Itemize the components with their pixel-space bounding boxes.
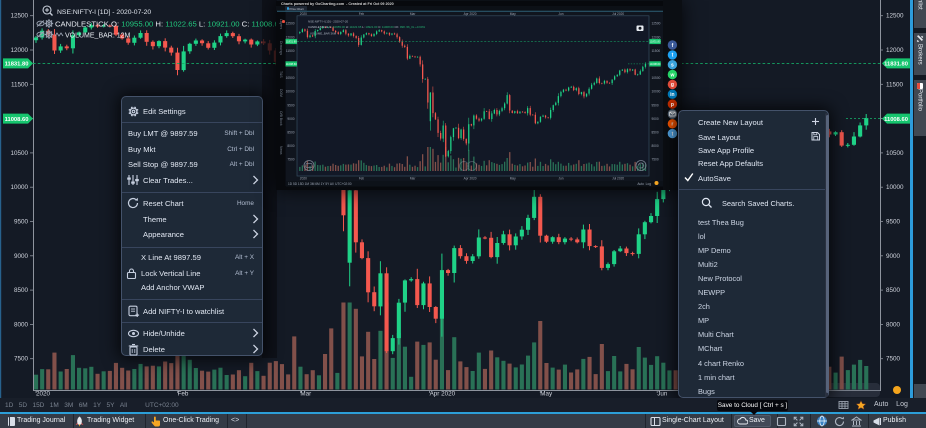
svg-text:10500: 10500 — [652, 76, 661, 80]
svg-text:Jun: Jun — [657, 391, 668, 398]
svg-text:Feb: Feb — [359, 177, 365, 181]
svg-text:10500: 10500 — [10, 150, 28, 157]
svg-text:11008.60: 11008.60 — [5, 117, 29, 123]
svg-text:May: May — [510, 12, 516, 16]
svg-text:Jun: Jun — [558, 12, 563, 16]
svg-text:Jul 2020: Jul 2020 — [612, 12, 624, 16]
svg-text:10000: 10000 — [652, 90, 661, 94]
svg-text:s: s — [671, 63, 674, 69]
svg-text:9500: 9500 — [287, 103, 294, 107]
svg-text:12000: 12000 — [10, 47, 28, 54]
svg-text:Apr 2020: Apr 2020 — [464, 177, 477, 181]
svg-text:9500: 9500 — [14, 219, 29, 226]
svg-text:May: May — [510, 177, 516, 181]
svg-text:11500: 11500 — [886, 81, 904, 88]
svg-text:8500: 8500 — [287, 131, 294, 135]
svg-text:12500: 12500 — [652, 22, 661, 26]
svg-text:f: f — [672, 43, 674, 49]
svg-text:11008.60: 11008.60 — [650, 62, 662, 66]
svg-text:9000: 9000 — [652, 117, 659, 121]
svg-text:in: in — [670, 92, 674, 98]
svg-text:10000: 10000 — [10, 184, 28, 191]
svg-text:NSE:NIFTY-I [1D] - 2020-07-20: NSE:NIFTY-I [1D] - 2020-07-20 — [57, 9, 151, 16]
svg-text:2020: 2020 — [36, 391, 51, 398]
svg-text:11008.60: 11008.60 — [884, 117, 908, 123]
svg-text:7500: 7500 — [14, 356, 29, 363]
svg-text:12500: 12500 — [10, 13, 28, 20]
svg-text:11831.80: 11831.80 — [5, 62, 29, 68]
svg-text:11500: 11500 — [11, 81, 29, 88]
svg-text:12000: 12000 — [286, 35, 295, 39]
svg-text:Auto Log: Auto Log — [637, 182, 651, 186]
svg-text:11008.60: 11008.60 — [286, 62, 298, 66]
svg-text:12500: 12500 — [286, 22, 295, 26]
svg-text:Apr 2020: Apr 2020 — [430, 391, 456, 398]
svg-text:7500: 7500 — [652, 158, 659, 162]
svg-text:Jun: Jun — [558, 177, 563, 181]
svg-text:Mar: Mar — [410, 12, 416, 16]
svg-text:CANDLESTICK,O: 10955.00 H: 110: CANDLESTICK,O: 10955.00 H: 11022.65 L: 1… — [308, 25, 425, 29]
svg-text:t: t — [672, 53, 674, 59]
svg-text:11500: 11500 — [286, 49, 295, 53]
svg-text:10000: 10000 — [886, 184, 904, 191]
svg-text:9500: 9500 — [652, 103, 659, 107]
svg-text:8000: 8000 — [14, 321, 29, 328]
svg-text:9000: 9000 — [886, 253, 901, 260]
svg-text:CANDLESTICK,O: 10955.00 H: 110: CANDLESTICK,O: 10955.00 H: 11022.65 L: 1… — [55, 20, 283, 29]
svg-text:VOLUME_BAR 36M: VOLUME_BAR 36M — [310, 32, 337, 36]
svg-text:8000: 8000 — [886, 321, 901, 328]
svg-text:7500: 7500 — [287, 158, 294, 162]
svg-text:11831.80: 11831.80 — [650, 40, 662, 44]
svg-text:12500: 12500 — [886, 13, 904, 20]
svg-text:11831.80: 11831.80 — [286, 40, 298, 44]
svg-text:9500: 9500 — [886, 219, 901, 226]
svg-text:9000: 9000 — [287, 117, 294, 121]
svg-text:9000: 9000 — [14, 253, 29, 260]
svg-text:10500: 10500 — [286, 76, 295, 80]
svg-text:Apr 2020: Apr 2020 — [464, 12, 477, 16]
svg-text:11831.80: 11831.80 — [884, 62, 908, 68]
svg-text:Feb: Feb — [359, 12, 365, 16]
svg-text:2020: 2020 — [300, 177, 307, 181]
svg-text:Jul 2020: Jul 2020 — [612, 177, 624, 181]
svg-text:Mar: Mar — [300, 391, 311, 398]
svg-text:11500: 11500 — [652, 49, 661, 53]
svg-text:8000: 8000 — [652, 144, 659, 148]
svg-text:NSE:NIFTY-I [1D] - 2020-07-20: NSE:NIFTY-I [1D] - 2020-07-20 — [308, 19, 348, 23]
svg-text:1D 5D 15D 1M 3M 6M 1Y 5Y All: 1D 5D 15D 1M 3M 6M 1Y 5Y All UTC+02:00 — [288, 182, 352, 186]
svg-text:p: p — [671, 102, 674, 108]
svg-text:Mar: Mar — [410, 177, 416, 181]
svg-text:8500: 8500 — [886, 287, 901, 294]
svg-text:8500: 8500 — [652, 131, 659, 135]
svg-text:Feb: Feb — [178, 391, 189, 398]
svg-text:12000: 12000 — [652, 35, 661, 39]
svg-text:10000: 10000 — [286, 90, 295, 94]
svg-text:2020: 2020 — [300, 12, 307, 16]
svg-text:12000: 12000 — [886, 47, 904, 54]
svg-text:May: May — [540, 391, 553, 398]
svg-text:7500: 7500 — [886, 356, 901, 363]
svg-text:w: w — [669, 72, 674, 78]
svg-text:r: r — [671, 122, 673, 128]
svg-text:10500: 10500 — [886, 150, 904, 157]
svg-text:8000: 8000 — [287, 144, 294, 148]
svg-text:t: t — [672, 131, 674, 137]
svg-text:8500: 8500 — [14, 287, 29, 294]
svg-text:VOLUME_BAR: 12M: VOLUME_BAR: 12M — [65, 33, 131, 40]
svg-text:g: g — [671, 82, 674, 88]
